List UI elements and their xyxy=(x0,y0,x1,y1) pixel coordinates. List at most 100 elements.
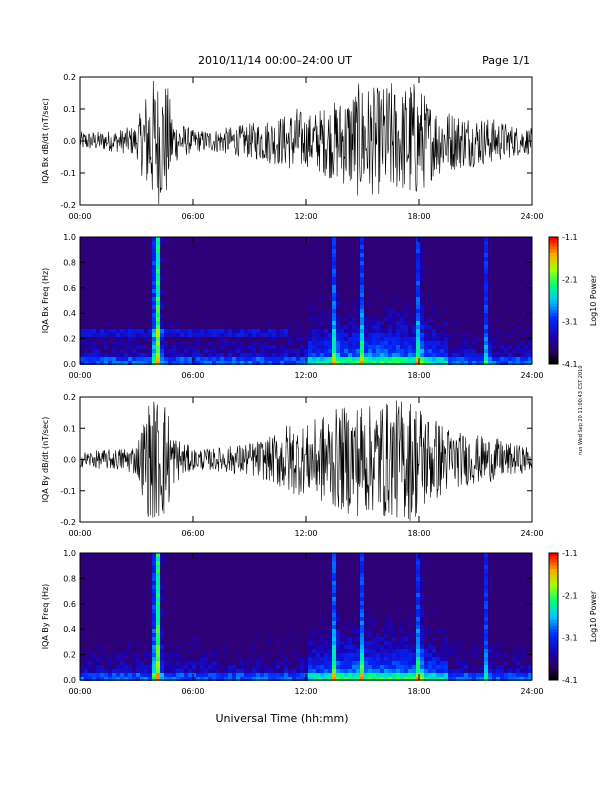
spectrogram-cell xyxy=(384,345,388,349)
spectrogram-cell xyxy=(96,361,100,365)
spectrogram-cell xyxy=(348,649,352,653)
spectrogram-cell xyxy=(340,349,344,353)
spectrogram-cell xyxy=(384,317,388,321)
spectrogram-cell xyxy=(392,321,396,325)
spectrogram-cell xyxy=(336,613,340,617)
spectrogram-cell xyxy=(308,349,312,353)
spectrogram-cell xyxy=(156,625,160,629)
spectrogram-cell xyxy=(320,361,324,365)
spectrogram-cell xyxy=(444,673,448,677)
spectrogram-cell xyxy=(128,325,132,329)
spectrogram-cell xyxy=(92,341,96,345)
spectrogram-cell xyxy=(204,661,208,665)
spectrogram-cell xyxy=(272,673,276,677)
spectrogram-cell xyxy=(432,353,436,357)
spectrogram-cell xyxy=(360,285,364,289)
spectrogram-cell xyxy=(212,677,216,681)
y-tick-label: 0.2 xyxy=(63,393,76,402)
spectrogram-cell xyxy=(356,649,360,653)
spectrogram-cell xyxy=(452,321,456,325)
spectrogram-cell xyxy=(192,645,196,649)
spectrogram-cell xyxy=(432,333,436,337)
spectrogram-cell xyxy=(448,353,452,357)
spectrogram-cell xyxy=(200,357,204,361)
spectrogram-cell xyxy=(264,329,268,333)
spectrogram-cell xyxy=(464,361,468,365)
spectrogram-cell xyxy=(328,333,332,337)
spectrogram-cell xyxy=(456,677,460,681)
spectrogram-cell xyxy=(360,265,364,269)
spectrogram-cell xyxy=(416,593,420,597)
spectrogram-cell xyxy=(352,653,356,657)
spectrogram-cell xyxy=(376,637,380,641)
spectrogram-cell xyxy=(336,649,340,653)
colorbar-segment xyxy=(549,648,558,652)
spectrogram-cell xyxy=(452,673,456,677)
spectrogram-cell xyxy=(384,661,388,665)
colorbar-segment xyxy=(549,303,558,308)
spectrogram-cell xyxy=(384,309,388,313)
spectrogram-cell xyxy=(508,677,512,681)
spectrogram-cell xyxy=(148,361,152,365)
spectrogram-cell xyxy=(424,657,428,661)
spectrogram-cell xyxy=(376,653,380,657)
spectrogram-cell xyxy=(468,353,472,357)
spectrogram-cell xyxy=(372,621,376,625)
spectrogram-cell xyxy=(420,633,424,637)
spectrogram-cell xyxy=(364,645,368,649)
spectrogram-cell xyxy=(368,301,372,305)
spectrogram-cell xyxy=(420,357,424,361)
spectrogram-cell xyxy=(520,669,524,673)
spectrogram-cell xyxy=(372,345,376,349)
spectrogram-cell xyxy=(256,333,260,337)
spectrogram-cell xyxy=(116,361,120,365)
spectrogram-cell xyxy=(432,649,436,653)
spectrogram-cell xyxy=(356,341,360,345)
spectrogram-cell xyxy=(104,353,108,357)
spectrogram-cell xyxy=(168,333,172,337)
spectrogram-cell xyxy=(176,653,180,657)
spectrogram-cell xyxy=(420,629,424,633)
spectrogram-cell xyxy=(140,329,144,333)
spectrogram-cell xyxy=(388,677,392,681)
spectrogram-cell xyxy=(484,577,488,581)
spectrogram-cell xyxy=(344,669,348,673)
spectrogram-cell xyxy=(384,629,388,633)
spectrogram-cell xyxy=(356,361,360,365)
spectrogram-cell xyxy=(336,621,340,625)
spectrogram-cell xyxy=(372,617,376,621)
colorbar-segment xyxy=(549,290,558,295)
spectrogram-cell xyxy=(472,341,476,345)
spectrogram-cell xyxy=(520,345,524,349)
spectrogram-cell xyxy=(472,357,476,361)
spectrogram-cell xyxy=(360,293,364,297)
spectrogram-cell xyxy=(100,361,104,365)
spectrogram-cell xyxy=(436,333,440,337)
spectrogram-cell xyxy=(244,661,248,665)
spectrogram-cell xyxy=(348,669,352,673)
spectrogram-cell xyxy=(156,557,160,561)
spectrogram-cell xyxy=(132,673,136,677)
spectrogram-cell xyxy=(276,333,280,337)
spectrogram-cell xyxy=(144,649,148,653)
spectrogram-cell xyxy=(160,589,164,593)
spectrogram-cell xyxy=(196,669,200,673)
spectrogram-cell xyxy=(116,345,120,349)
spectrogram-cell xyxy=(152,629,156,633)
spectrogram-cell xyxy=(336,677,340,681)
spectrogram-cell xyxy=(316,673,320,677)
spectrogram-cell xyxy=(364,313,368,317)
spectrogram-cell xyxy=(500,669,504,673)
spectrogram-cell xyxy=(436,677,440,681)
spectrogram-cell xyxy=(156,633,160,637)
spectrogram-cell xyxy=(332,637,336,641)
spectrogram-cell xyxy=(372,325,376,329)
spectrogram-cell xyxy=(384,621,388,625)
spectrogram-cell xyxy=(404,313,408,317)
spectrogram-cell xyxy=(284,349,288,353)
spectrogram-cell xyxy=(348,321,352,325)
spectrogram-cell xyxy=(408,661,412,665)
spectrogram-cell xyxy=(160,613,164,617)
spectrogram-cell xyxy=(152,277,156,281)
spectrogram-cell xyxy=(320,337,324,341)
